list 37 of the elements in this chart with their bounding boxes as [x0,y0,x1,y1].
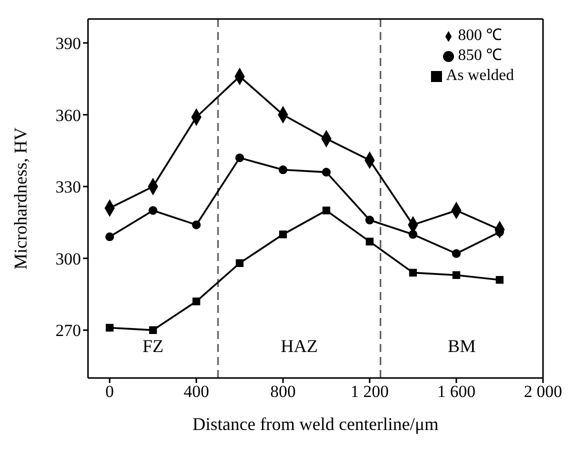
point [409,268,417,277]
y-tick-label: 360 [56,106,81,125]
point [322,206,330,214]
y-axis-title: Microhardness, HV [10,128,30,270]
x-tick-label: 400 [184,382,210,402]
y-tick-label: 330 [56,178,81,197]
point [366,238,374,246]
point [452,249,461,258]
x-tick-label: 2 000 [524,382,562,402]
point [365,216,374,224]
x-axis-title: Distance from weld centerline/μm [192,414,439,434]
point [106,324,114,332]
x-tick-label: 1 600 [437,382,476,402]
y-tick-label: 270 [56,321,81,340]
annotation: HAZ [280,336,318,356]
point [235,153,244,162]
legend-label: As welded [446,67,514,84]
y-tick-label: 390 [56,34,81,53]
legend-label: 800 ℃ [458,27,502,44]
x-tick-label: 800 [270,382,296,402]
y-tick-label: 300 [56,249,81,268]
x-tick-label: 1 200 [350,382,389,402]
point [279,230,287,238]
x-tick-label: 0 [105,382,114,402]
point [236,259,244,267]
annotation: FZ [142,336,164,356]
point [192,220,201,230]
legend-label: 850 ℃ [458,47,502,64]
point [452,271,460,279]
point [105,232,114,242]
point [278,165,288,174]
point [496,276,504,284]
point [149,326,157,334]
point [192,298,200,306]
point [322,168,331,177]
annotation: BM [448,336,476,356]
point [148,206,158,215]
